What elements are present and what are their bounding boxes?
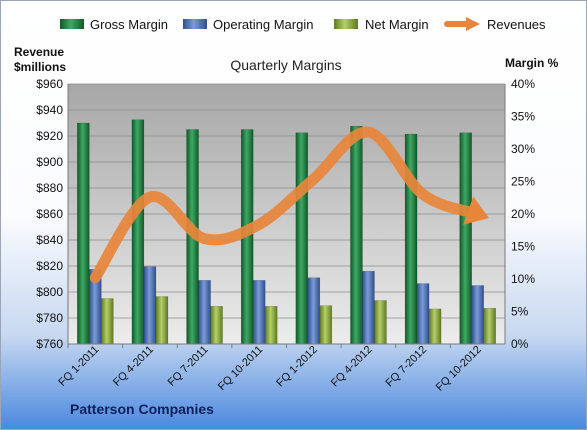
left-tick-label: $840 xyxy=(36,233,63,247)
left-tick-label: $820 xyxy=(36,259,63,273)
right-tick-label: 15% xyxy=(511,240,535,254)
left-tick-label: $900 xyxy=(36,155,63,169)
left-tick-label: $860 xyxy=(36,207,63,221)
right-tick-label: 5% xyxy=(511,305,529,319)
bar-net-margin xyxy=(264,306,278,345)
revenue-line-path xyxy=(89,126,484,284)
bars xyxy=(77,119,496,345)
left-tick-label: $780 xyxy=(36,311,63,325)
right-tick-label: 0% xyxy=(511,337,529,351)
bar-gross-margin xyxy=(404,133,418,345)
legend-swatch-net-margin xyxy=(334,19,358,29)
legend-swatch-gross-margin xyxy=(60,19,84,29)
bar-net-margin xyxy=(483,308,496,345)
bar-operating-margin xyxy=(471,285,484,345)
right-tick-label: 30% xyxy=(511,142,535,156)
left-tick-label: $800 xyxy=(36,285,63,299)
right-axis-label: Margin % xyxy=(505,56,559,70)
right-tick-label: 35% xyxy=(511,110,535,124)
legend-label-gross-margin: Gross Margin xyxy=(90,17,168,32)
bar-operating-margin xyxy=(252,280,266,345)
left-axis-label-line1: Revenue xyxy=(14,45,64,59)
legend-label-net-margin: Net Margin xyxy=(365,17,429,32)
bar-gross-margin xyxy=(459,132,472,345)
left-tick-label: $940 xyxy=(36,103,63,117)
left-axis-label-line2: $millions xyxy=(14,60,66,74)
bar-operating-margin xyxy=(307,277,321,345)
revenue-arrowhead xyxy=(463,196,489,225)
bar-operating-margin xyxy=(143,266,157,345)
bar-net-margin xyxy=(319,305,333,345)
left-tick-label: $920 xyxy=(36,129,63,143)
left-tick-label: $880 xyxy=(36,181,63,195)
bar-net-margin xyxy=(210,306,223,345)
bar-net-margin xyxy=(155,296,169,345)
bar-gross-margin xyxy=(295,132,309,345)
bar-operating-margin xyxy=(362,270,375,345)
legend-arrow-revenues xyxy=(466,17,480,31)
bar-operating-margin xyxy=(198,280,211,345)
bar-net-margin xyxy=(428,308,442,345)
right-tick-label: 20% xyxy=(511,207,535,221)
bar-net-margin xyxy=(101,298,114,345)
bar-gross-margin xyxy=(77,122,90,345)
legend-label-revenues: Revenues xyxy=(487,17,546,32)
legend-swatch-operating-margin xyxy=(183,19,207,29)
bar-gross-margin xyxy=(350,126,363,345)
left-tick-label: $760 xyxy=(36,337,63,351)
left-axis-ticks: $760 $780 $800 $820 $840 $860 $880 $900 $920 $940… xyxy=(36,77,63,351)
right-tick-label: 10% xyxy=(511,272,535,286)
revenue-line xyxy=(89,126,489,284)
bar-operating-margin xyxy=(416,283,430,345)
bar-net-margin xyxy=(374,300,387,345)
left-tick-label: $960 xyxy=(36,77,63,91)
chart-title: Quarterly Margins xyxy=(230,57,341,73)
right-axis-ticks: 0% 5% 10% 15% 20% 25% 30% 35% 40% xyxy=(511,77,535,351)
company-label: Patterson Companies xyxy=(70,401,214,417)
bar-gross-margin xyxy=(131,119,145,345)
right-tick-label: 25% xyxy=(511,175,535,189)
legend: Gross Margin Operating Margin Net Margin… xyxy=(60,17,546,32)
legend-label-operating-margin: Operating Margin xyxy=(213,17,313,32)
right-tick-label: 40% xyxy=(511,77,535,91)
